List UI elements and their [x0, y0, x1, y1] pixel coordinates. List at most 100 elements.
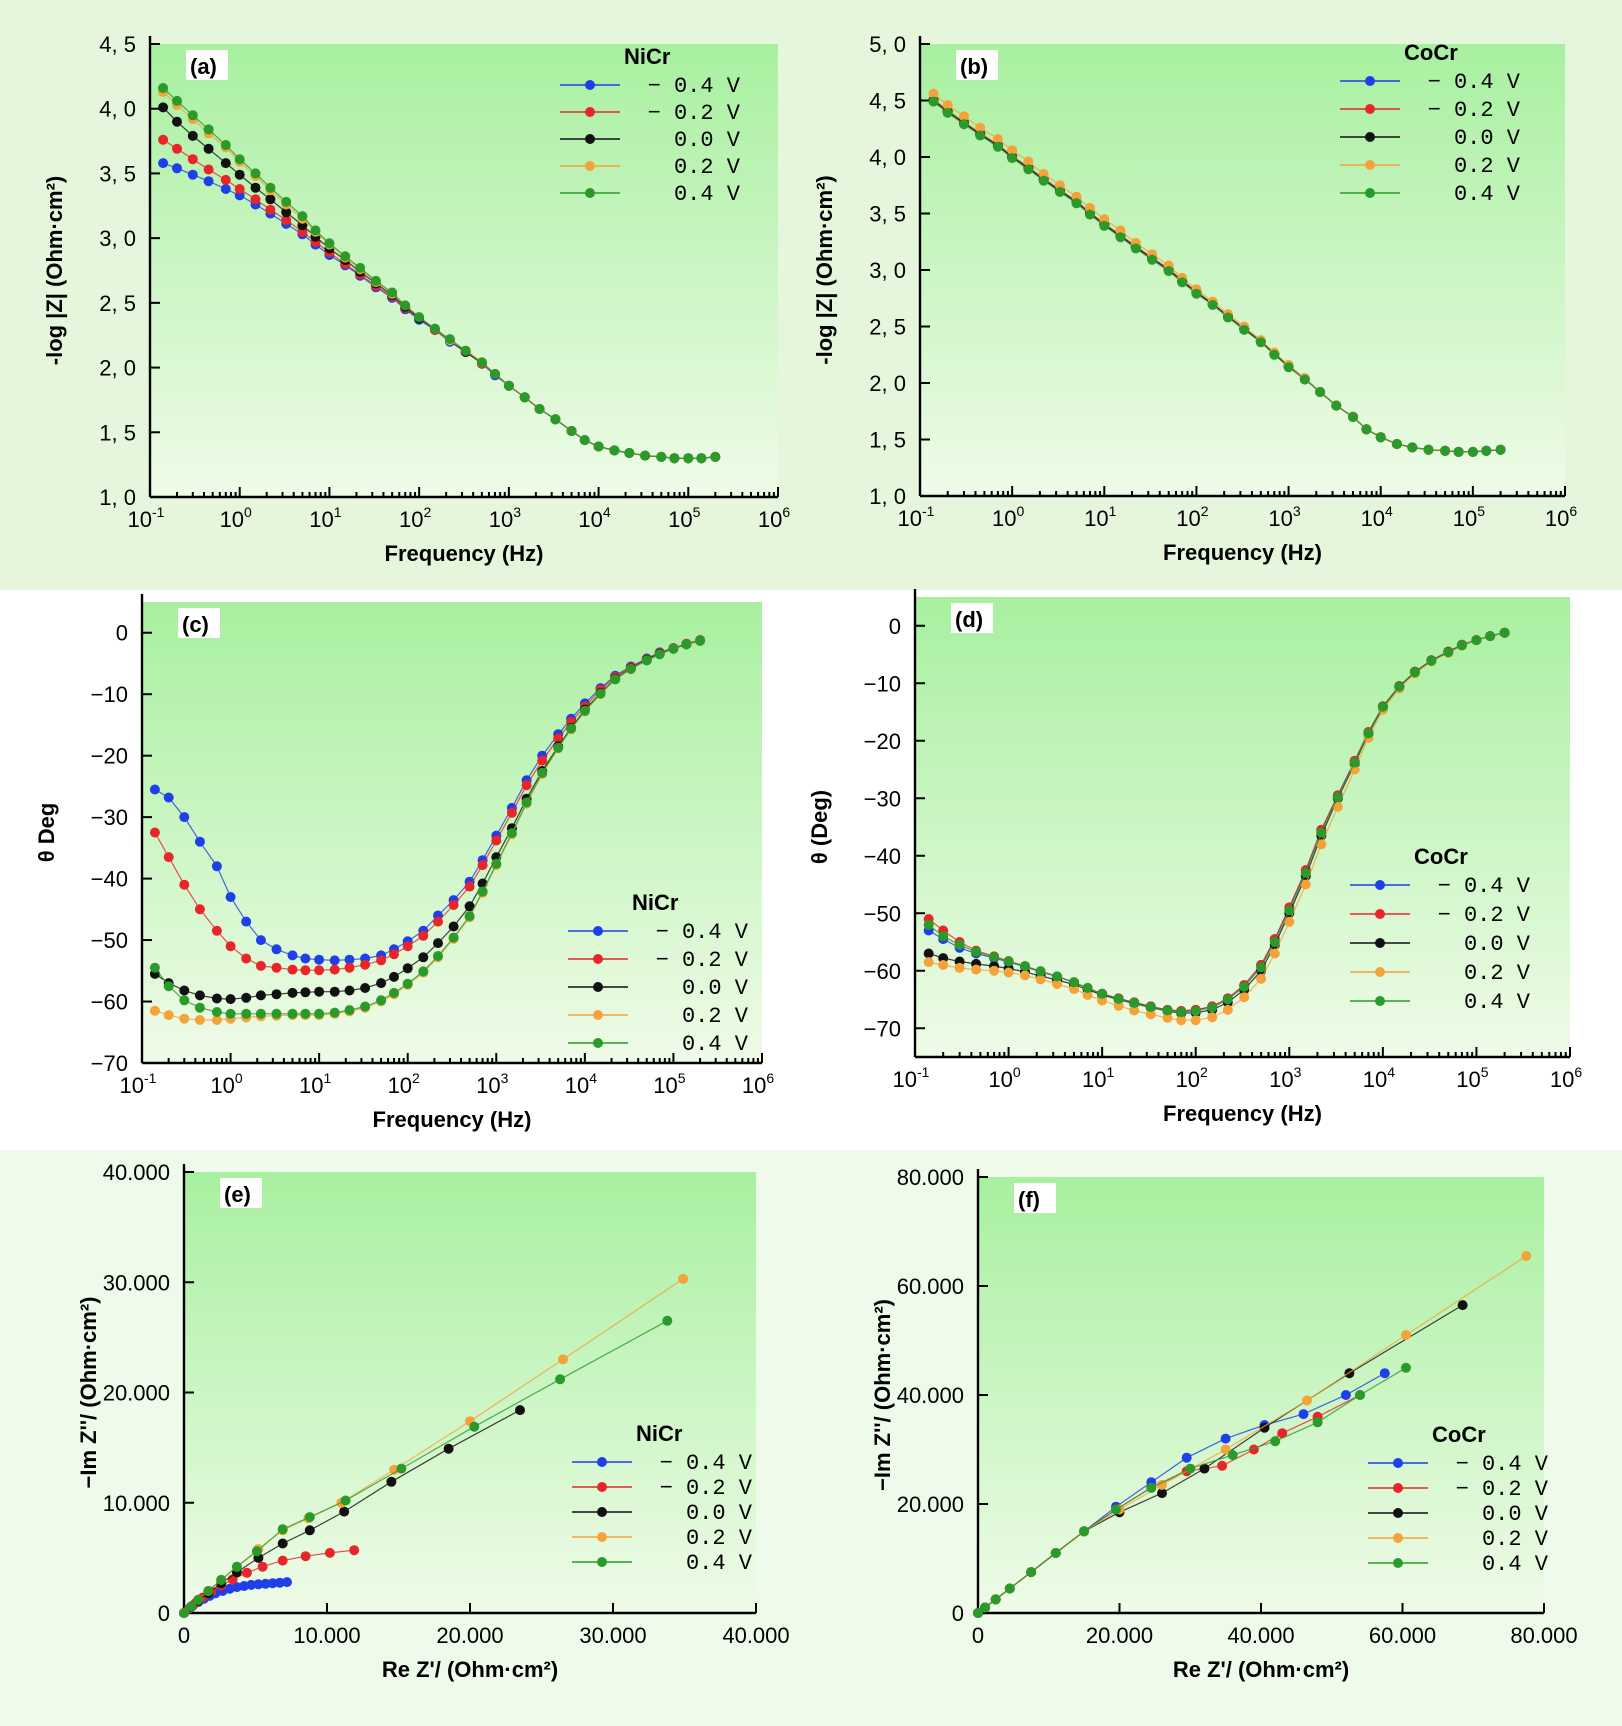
data-point	[503, 380, 514, 391]
data-point	[389, 949, 399, 960]
legend-label: 0.2 V	[682, 1004, 749, 1029]
data-point	[418, 966, 429, 977]
x-axis-title: Re Z'/ (Ohm·cm²)	[382, 1657, 558, 1682]
panel-label: (d)	[955, 607, 983, 632]
data-point	[992, 133, 1003, 144]
plot-area	[915, 597, 1570, 1057]
data-point	[1113, 1000, 1124, 1011]
chart-panel-d: 10-1 100 101 102 103 104 105 106 −70 −60 −50 −40 −30…	[807, 589, 1582, 1126]
data-point	[695, 635, 706, 646]
y-axis-title: −Im Z''/ (Ohm·cm²)	[870, 1299, 895, 1491]
data-point	[938, 953, 949, 964]
legend-label: 0.2 V	[1454, 154, 1521, 179]
legend-label: 0.0 V	[1482, 1502, 1549, 1527]
y-tick-label: −30	[91, 805, 128, 830]
data-point	[1157, 1488, 1167, 1499]
x-tick-label: 100	[220, 504, 252, 532]
panel-label-box	[178, 608, 220, 638]
y-tick-label: 3, 0	[869, 258, 906, 283]
data-point	[1256, 973, 1267, 984]
data-point	[975, 130, 986, 141]
legend: NiCr − 0.4 V− 0.2 V0.0 V0.2 V0.4 V	[572, 1421, 753, 1576]
panel-label-box	[951, 603, 993, 633]
data-point	[234, 154, 245, 165]
x-tick-label: 100	[992, 503, 1024, 531]
legend-marker	[1365, 104, 1375, 114]
data-point	[1316, 827, 1327, 838]
data-point	[158, 83, 169, 93]
data-point	[537, 767, 548, 778]
data-point	[506, 828, 517, 839]
data-point	[1217, 1460, 1228, 1471]
data-point	[246, 1579, 257, 1590]
data-point	[959, 119, 969, 130]
data-point	[287, 987, 298, 998]
data-point	[553, 742, 564, 753]
legend-label: 0.2 V	[1464, 961, 1531, 986]
y-tick-label: 1, 0	[99, 485, 136, 510]
data-point	[1331, 400, 1342, 411]
data-point	[1302, 1395, 1312, 1406]
data-point	[515, 1405, 525, 1416]
data-point	[418, 952, 429, 963]
data-point	[277, 1538, 288, 1549]
data-point	[389, 971, 399, 982]
data-point	[1050, 1548, 1061, 1558]
legend-marker	[1393, 1558, 1403, 1568]
data-point	[1207, 1002, 1218, 1013]
data-point	[271, 989, 282, 1000]
data-point	[1113, 993, 1124, 1004]
data-point	[402, 963, 413, 974]
data-point	[1239, 981, 1250, 992]
legend-label: − 0.4 V	[1438, 874, 1531, 899]
x-tick-label: 60.000	[1369, 1623, 1436, 1648]
data-point	[1162, 1012, 1173, 1023]
data-point	[225, 941, 236, 952]
data-point	[400, 300, 411, 311]
data-point	[344, 954, 355, 965]
data-point	[324, 1547, 335, 1558]
data-point	[443, 1443, 454, 1454]
data-point	[1176, 1015, 1187, 1026]
x-tick-label: 105	[1453, 503, 1485, 531]
data-point	[281, 215, 292, 225]
data-point	[1052, 979, 1063, 989]
panel-label-box	[956, 50, 998, 80]
data-point	[231, 1561, 242, 1572]
x-tick-label: 0	[972, 1623, 984, 1648]
x-tick-label: 103	[1268, 503, 1300, 531]
y-tick-label: −60	[91, 990, 128, 1015]
data-point	[281, 196, 292, 207]
data-point	[277, 1524, 288, 1535]
y-tick-label: 4, 0	[869, 145, 906, 170]
data-point	[1349, 757, 1360, 768]
data-point	[989, 952, 1000, 962]
y-tick-label: 0	[889, 614, 901, 639]
panel-label: (f)	[1018, 1187, 1040, 1212]
data-point	[389, 987, 399, 998]
y-tick-label: 80.000	[897, 1165, 964, 1190]
data-point	[1375, 432, 1386, 443]
x-tick-label: 20.000	[1086, 1623, 1153, 1648]
data-point	[448, 900, 459, 910]
legend-marker	[593, 926, 603, 936]
data-point	[329, 964, 340, 975]
data-point	[640, 450, 651, 461]
legend-label: 0.4 V	[1464, 990, 1531, 1015]
legend-marker	[597, 1557, 607, 1567]
data-point	[971, 946, 982, 957]
data-point	[241, 992, 252, 1003]
y-tick-label: 1, 5	[99, 420, 136, 445]
data-point	[203, 164, 214, 175]
x-tick-label: 20.000	[436, 1623, 503, 1648]
y-axis-title: θ Deg	[34, 803, 59, 863]
y-tick-label: −20	[91, 744, 128, 769]
data-point	[255, 935, 266, 946]
y-tick-label: 2, 5	[869, 315, 906, 340]
panel-label-box	[1014, 1183, 1056, 1213]
data-point	[402, 978, 413, 989]
data-point	[1146, 1482, 1157, 1493]
data-point	[163, 792, 174, 803]
legend-label: − 0.4 V	[1428, 70, 1521, 95]
data-point	[1255, 337, 1266, 348]
